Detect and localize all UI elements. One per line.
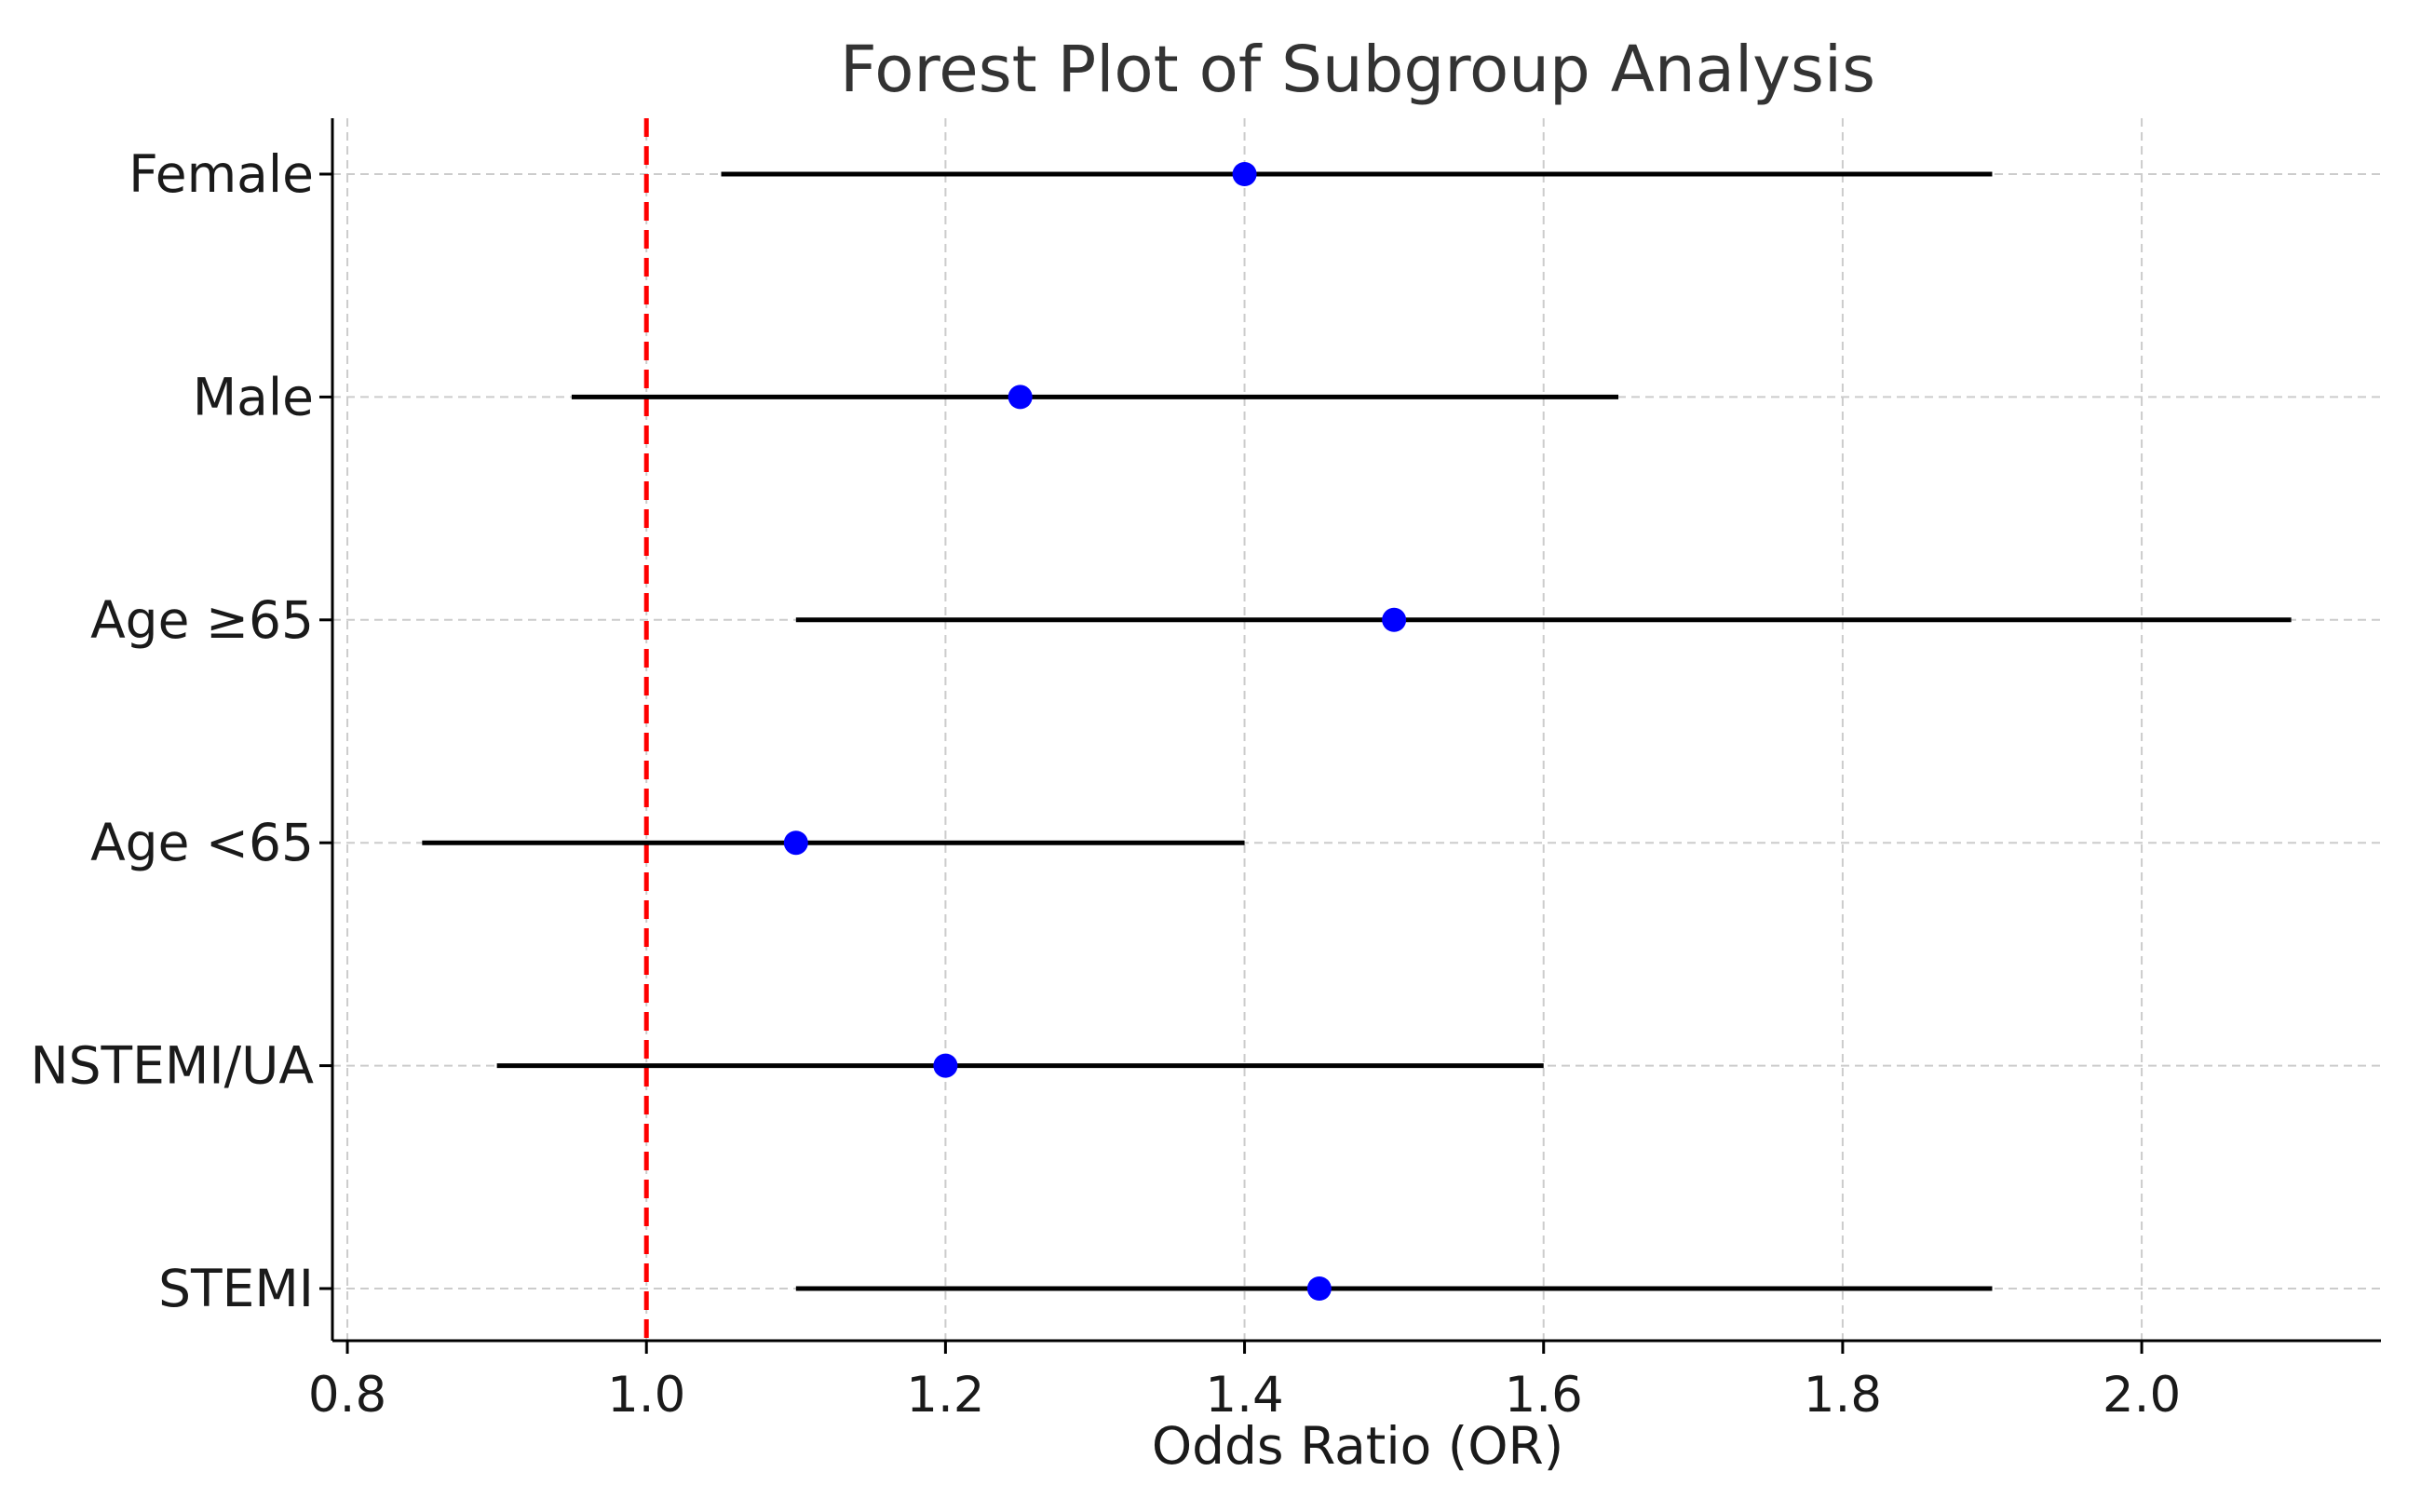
point-estimate-1 <box>1008 385 1033 410</box>
point-estimate-layer <box>783 162 1407 1301</box>
x-axis-label: Odds Ratio (OR) <box>1152 1416 1563 1476</box>
x-tick-label-3: 1.4 <box>1205 1367 1283 1424</box>
axes <box>331 118 2381 1343</box>
subgroup-label-4: NSTEMI/UA <box>31 1036 315 1096</box>
x-tick-label-5: 1.8 <box>1804 1367 1882 1424</box>
subgroup-label-3: Age <65 <box>90 813 314 872</box>
point-estimate-5 <box>1306 1276 1332 1301</box>
x-tick-label-6: 2.0 <box>2103 1367 2181 1424</box>
chart-title: Forest Plot of Subgroup Analysis <box>840 33 1875 107</box>
x-tick-label-1: 1.0 <box>607 1367 685 1424</box>
x-tick-label-2: 1.2 <box>906 1367 984 1424</box>
x-tick-label-4: 1.6 <box>1505 1367 1583 1424</box>
point-estimate-0 <box>1232 162 1257 186</box>
y-axis-ticks: Female Male Age ≥65 Age <65 NSTEMI/UA STEMI <box>31 144 332 1318</box>
subgroup-label-0: Female <box>128 144 314 204</box>
point-estimate-2 <box>1382 607 1407 632</box>
confidence-interval-layer <box>422 171 2292 1291</box>
x-axis-ticks: 0.8 1.0 1.2 1.4 1.6 1.8 2.0 <box>308 1341 2181 1424</box>
subgroup-label-1: Male <box>193 367 314 426</box>
grid-lines <box>332 118 2381 1341</box>
x-tick-label-0: 0.8 <box>308 1367 386 1424</box>
subgroup-label-5: STEMI <box>158 1259 314 1318</box>
subgroup-label-2: Age ≥65 <box>90 590 314 650</box>
point-estimate-4 <box>933 1053 958 1078</box>
point-estimate-3 <box>783 830 808 856</box>
